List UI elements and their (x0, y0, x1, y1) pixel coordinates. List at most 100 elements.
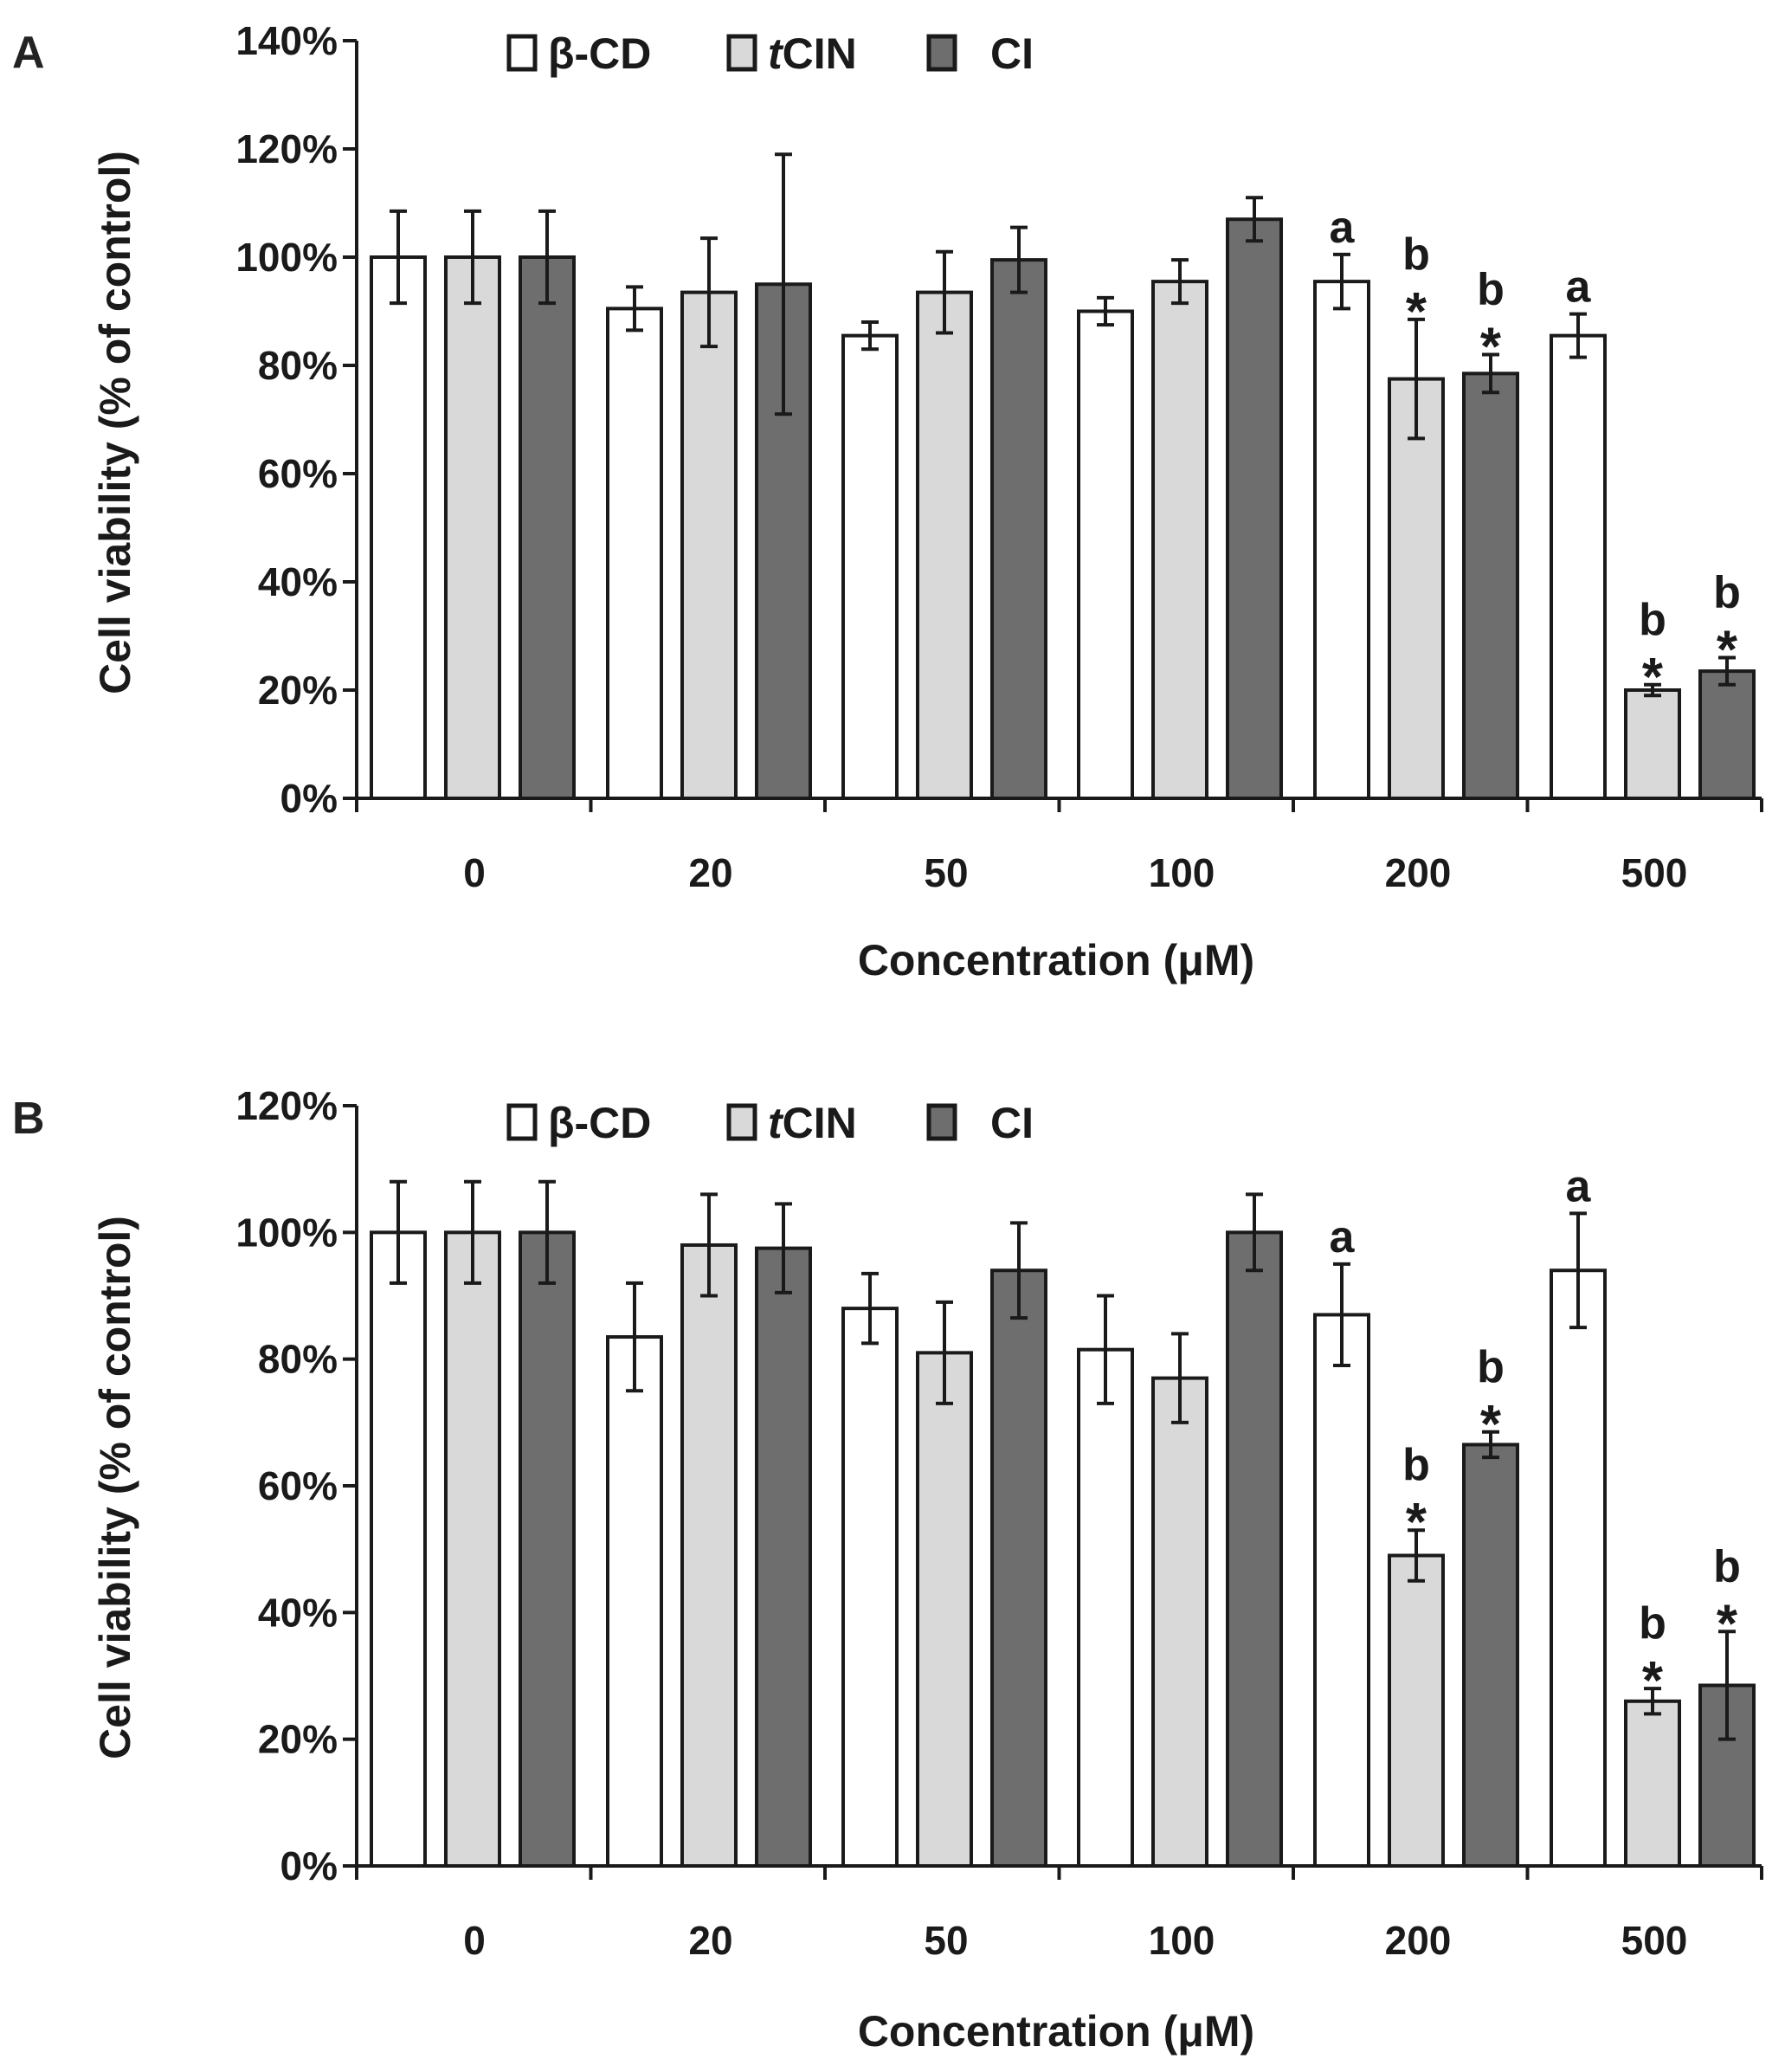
x-tick-label: 50 (924, 1918, 968, 1963)
significance-star: * (1642, 1651, 1664, 1711)
x-tick-label: 0 (463, 850, 486, 895)
bar-tcin (916, 290, 973, 800)
y-tick-label: 100% (235, 235, 338, 280)
legend-label-tcin-prefix: t (768, 29, 784, 78)
panel-a-legend: β-CD tCIN CI (506, 29, 1034, 78)
significance-star: * (1480, 1395, 1502, 1455)
significance-letter: b (1477, 1342, 1505, 1392)
legend-swatch-tcin (726, 1103, 757, 1141)
bar-cd (370, 255, 427, 800)
bar-ci (1226, 1230, 1283, 1869)
panel-a-letter: A (12, 28, 45, 78)
bar-cd (1313, 1313, 1370, 1868)
legend-label-tcin: tCIN (768, 1099, 857, 1147)
significance-letter: b (1713, 568, 1741, 618)
bar-tcin (1388, 1553, 1445, 1868)
panel-a-y-axis-title: Cell viability (% of control) (91, 151, 139, 694)
bar-ci (990, 1268, 1047, 1868)
panel-b: B 0% 20% 40% 60% 80% 100% 120% 0 20 50 100 200 500 a a… (12, 1083, 1763, 2056)
x-tick-label: 20 (688, 1918, 732, 1963)
bar-tcin (444, 1230, 501, 1869)
legend-swatch-beta-cd (506, 1103, 538, 1141)
x-tick-label: 0 (463, 1918, 486, 1963)
legend-label-beta-cd: β-CD (548, 1099, 651, 1147)
legend-label-tcin-rest: CIN (783, 1099, 857, 1147)
bar-cd (606, 307, 663, 800)
legend-label-ci: CI (990, 1099, 1034, 1147)
y-tick-label: 120% (235, 1083, 338, 1128)
bar-cd (1313, 280, 1370, 800)
x-tick-label: 500 (1621, 1918, 1688, 1963)
bar-tcin (916, 1351, 973, 1868)
legend-label-tcin-rest: CIN (783, 29, 857, 78)
x-tick-label: 200 (1385, 850, 1452, 895)
bar-ci (519, 255, 576, 800)
panel-b-y-axis-title: Cell viability (% of control) (91, 1216, 139, 1759)
y-tick-label: 20% (258, 668, 338, 713)
significance-star: * (1642, 648, 1664, 707)
bar-ci (1698, 669, 1756, 800)
y-tick-label: 60% (258, 1463, 338, 1508)
legend-label-tcin: tCIN (768, 29, 857, 78)
bar-ci (755, 1246, 812, 1868)
bar-tcin (1151, 1376, 1208, 1869)
panel-b-x-axis-title: Concentration (μM) (858, 2007, 1254, 2056)
bar-tcin (1624, 1699, 1681, 1869)
y-tick-label: 140% (235, 18, 338, 63)
significance-letter: a (1566, 1161, 1592, 1211)
bar-ci (519, 1230, 576, 1869)
panel-a-grid-and-bars: 0% 20% 40% 60% 80% 100% 120% 140% 0 20 50 100 200 500… (235, 18, 1763, 895)
significance-letter: a (1566, 262, 1592, 313)
x-tick-label: 500 (1621, 850, 1688, 895)
bar-tcin (1624, 688, 1681, 800)
panel-a-x-axis-title: Concentration (μM) (858, 936, 1254, 984)
significance-letter: a (1330, 203, 1356, 253)
y-tick-label: 60% (258, 451, 338, 496)
y-tick-label: 0% (280, 1843, 338, 1888)
bar-tcin (680, 290, 738, 800)
legend-swatch-ci (926, 1103, 957, 1141)
x-tick-label: 100 (1149, 1918, 1215, 1963)
bar-cd (841, 1307, 899, 1868)
bar-cd (606, 1335, 663, 1868)
y-tick-label: 80% (258, 343, 338, 388)
panel-b-grid-and-bars: 0%20%40%60%80%100%120%0 20 50 100 200 500aa*b… (235, 1083, 1763, 1963)
bar-cd (1077, 309, 1134, 800)
significance-letter: b (1402, 1440, 1430, 1490)
significance-star: * (1717, 1594, 1738, 1654)
significance-star: * (1480, 318, 1502, 378)
y-tick-label: 40% (258, 1590, 338, 1635)
bar-tcin (1151, 280, 1208, 800)
bar-cd (841, 333, 899, 800)
significance-star: * (1406, 282, 1427, 342)
x-tick-label: 20 (688, 850, 732, 895)
x-tick-label: 100 (1149, 850, 1215, 895)
y-tick-label: 120% (235, 126, 338, 171)
legend-swatch-tcin (726, 34, 757, 72)
significance-letter: b (1477, 265, 1505, 315)
significance-letter: b (1639, 595, 1666, 645)
legend-label-tcin-prefix: t (768, 1099, 784, 1147)
significance-star: * (1406, 1493, 1427, 1552)
bar-ci (990, 258, 1047, 800)
legend-label-ci: CI (990, 29, 1034, 78)
legend-swatch-ci (926, 34, 957, 72)
bar-cd (1550, 333, 1607, 800)
panel-a: A 0% 20% 40% 60% 80% 100% 120% 140% 0 20 50 100 200 5… (12, 18, 1763, 984)
x-tick-label: 50 (924, 850, 968, 895)
significance-letter: b (1402, 229, 1430, 280)
significance-letter: b (1713, 1541, 1741, 1591)
bar-tcin (444, 255, 501, 800)
significance-letter: a (1330, 1212, 1356, 1262)
y-tick-label: 0% (280, 776, 338, 821)
legend-swatch-beta-cd (506, 34, 538, 72)
bar-ci (1462, 371, 1519, 800)
y-tick-label: 40% (258, 559, 338, 604)
y-tick-label: 100% (235, 1210, 338, 1255)
y-tick-label: 80% (258, 1337, 338, 1382)
bar-cd (1077, 1347, 1134, 1868)
bar-ci (1462, 1443, 1519, 1868)
x-tick-label: 200 (1385, 1918, 1452, 1963)
significance-star: * (1717, 621, 1738, 681)
bar-ci (1226, 217, 1283, 800)
